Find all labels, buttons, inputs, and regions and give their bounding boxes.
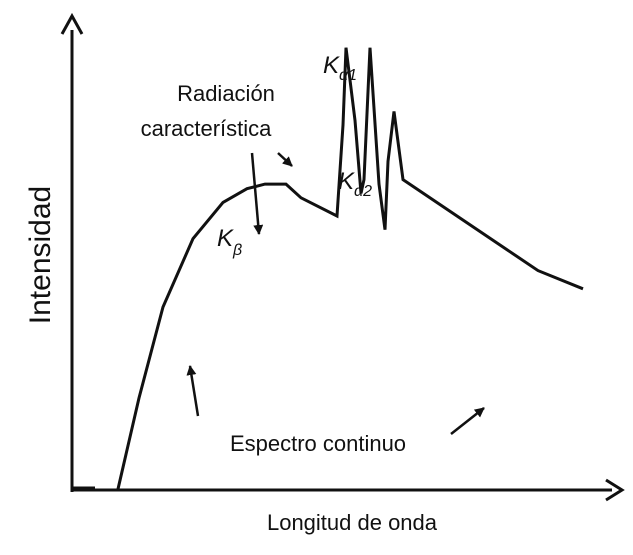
y-axis-label: Intensidad: [24, 186, 57, 324]
x-axis-arrowhead: [605, 478, 625, 502]
peak-k-beta-sub: β: [232, 242, 242, 259]
arrow-to-k-beta: [250, 152, 264, 235]
annotation-characteristic-line2: característica: [141, 116, 273, 141]
y-axis-arrowhead: [60, 12, 84, 35]
x-axis-label: Longitud de onda: [267, 510, 438, 535]
peak-k-alpha1-sub: α1: [339, 67, 357, 84]
peak-k-beta-main: K: [217, 225, 234, 252]
annotation-characteristic-line1: Radiación: [177, 81, 275, 106]
peak-label-k-alpha2: Kα2: [338, 168, 372, 200]
peak-k-alpha1-main: K: [323, 52, 340, 79]
arrow-to-k-alpha: [277, 152, 293, 167]
arrow-to-continuum-right: [450, 407, 485, 435]
peak-label-k-beta: Kβ: [217, 225, 242, 259]
peak-k-alpha2-sub: α2: [354, 183, 372, 200]
arrow-to-continuum-left: [186, 365, 200, 417]
peak-label-k-alpha1: Kα1: [323, 52, 357, 84]
peak-k-alpha2-main: K: [338, 168, 355, 195]
annotation-continuous: Espectro continuo: [230, 431, 406, 456]
spectrum-line: [116, 47, 584, 490]
